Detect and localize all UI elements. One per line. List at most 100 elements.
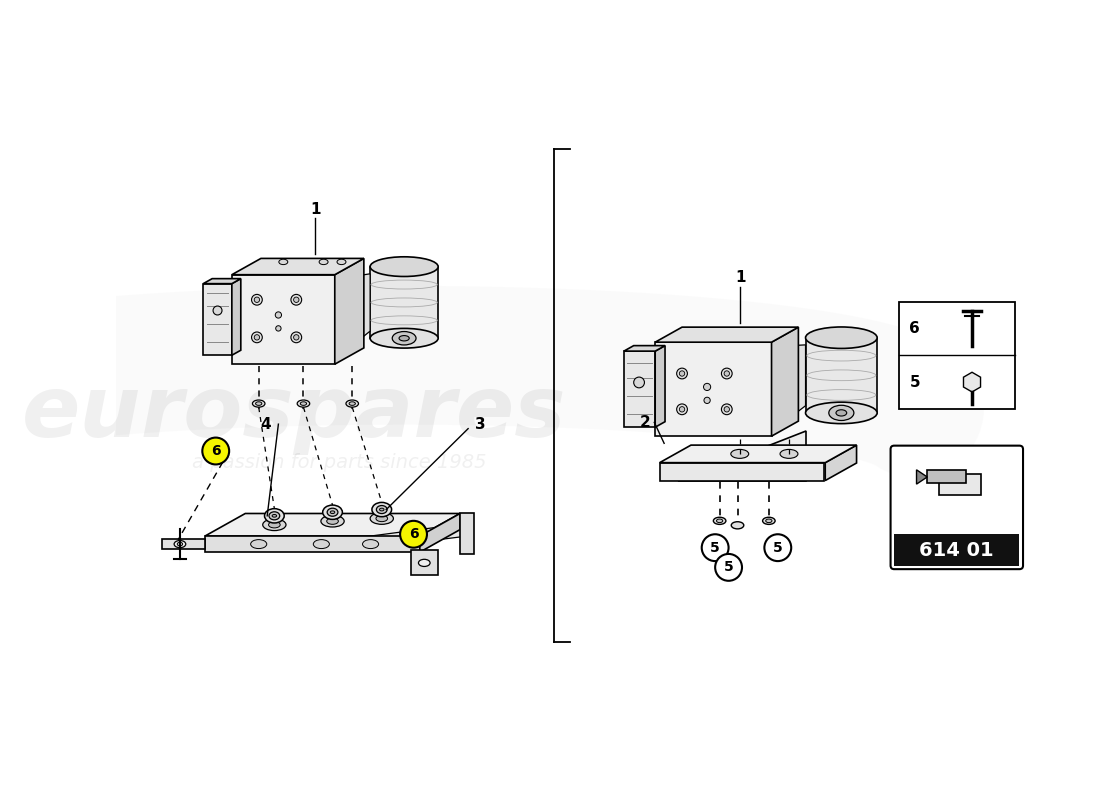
Bar [894, 534, 1020, 566]
Ellipse shape [272, 514, 276, 517]
Ellipse shape [762, 518, 776, 525]
Ellipse shape [177, 542, 183, 546]
Text: 1: 1 [735, 270, 746, 286]
Text: 6: 6 [211, 444, 221, 458]
Ellipse shape [327, 518, 339, 524]
Ellipse shape [370, 513, 394, 524]
Text: 5: 5 [910, 374, 920, 390]
Text: 6: 6 [409, 527, 418, 542]
Ellipse shape [714, 518, 726, 525]
Polygon shape [660, 462, 824, 481]
Polygon shape [660, 445, 857, 462]
Ellipse shape [780, 450, 798, 458]
Polygon shape [805, 338, 877, 413]
Ellipse shape [379, 508, 384, 511]
Ellipse shape [704, 383, 711, 390]
Ellipse shape [805, 327, 877, 349]
Polygon shape [927, 470, 966, 483]
Ellipse shape [363, 540, 378, 549]
Polygon shape [771, 345, 805, 432]
Ellipse shape [724, 406, 729, 412]
Ellipse shape [174, 541, 186, 548]
Polygon shape [624, 351, 656, 427]
Polygon shape [624, 346, 666, 351]
Ellipse shape [766, 519, 772, 522]
Ellipse shape [418, 559, 430, 566]
Polygon shape [204, 278, 241, 284]
Polygon shape [825, 445, 857, 481]
Ellipse shape [251, 540, 267, 549]
Ellipse shape [399, 335, 409, 341]
Polygon shape [678, 431, 806, 481]
Ellipse shape [724, 371, 729, 376]
Text: 614 01: 614 01 [920, 541, 994, 560]
Ellipse shape [276, 326, 282, 331]
Ellipse shape [676, 368, 688, 379]
Polygon shape [232, 274, 334, 364]
Ellipse shape [319, 259, 328, 265]
Ellipse shape [680, 406, 684, 412]
Polygon shape [656, 327, 799, 342]
Polygon shape [656, 342, 771, 436]
Ellipse shape [263, 519, 286, 530]
Ellipse shape [393, 331, 416, 345]
Ellipse shape [680, 371, 684, 376]
Polygon shape [964, 372, 980, 392]
Polygon shape [334, 258, 364, 364]
Polygon shape [353, 522, 473, 550]
Text: eurospares: eurospares [22, 372, 566, 455]
Ellipse shape [634, 377, 645, 388]
Text: 4: 4 [261, 417, 272, 432]
Ellipse shape [254, 297, 260, 302]
Text: 5: 5 [773, 541, 783, 554]
Ellipse shape [346, 400, 359, 407]
Polygon shape [460, 514, 473, 554]
Ellipse shape [322, 505, 342, 519]
Ellipse shape [254, 334, 260, 340]
Ellipse shape [278, 259, 288, 265]
Text: a passion for parts since 1985: a passion for parts since 1985 [192, 453, 486, 472]
Polygon shape [656, 346, 666, 427]
Polygon shape [916, 470, 927, 484]
Ellipse shape [268, 522, 280, 528]
Circle shape [400, 521, 427, 548]
Bar [899, 302, 1015, 409]
Ellipse shape [330, 511, 334, 514]
Polygon shape [771, 327, 799, 436]
Ellipse shape [730, 450, 749, 458]
Polygon shape [162, 538, 205, 550]
Ellipse shape [321, 515, 344, 527]
Ellipse shape [704, 398, 711, 403]
Ellipse shape [828, 406, 854, 421]
Polygon shape [204, 284, 232, 355]
Ellipse shape [252, 332, 262, 342]
Ellipse shape [370, 328, 438, 348]
Ellipse shape [722, 404, 733, 414]
Text: 6: 6 [910, 321, 920, 336]
Ellipse shape [676, 404, 688, 414]
Polygon shape [232, 278, 241, 355]
Polygon shape [334, 274, 370, 360]
Text: 2: 2 [640, 415, 651, 430]
Ellipse shape [264, 509, 284, 523]
Polygon shape [370, 266, 438, 338]
Circle shape [715, 554, 742, 581]
Ellipse shape [294, 334, 299, 340]
Ellipse shape [349, 402, 355, 406]
Ellipse shape [805, 402, 877, 424]
Ellipse shape [252, 294, 262, 305]
Polygon shape [205, 514, 460, 536]
Ellipse shape [213, 306, 222, 315]
Ellipse shape [314, 540, 329, 549]
Text: 5: 5 [724, 560, 734, 574]
Ellipse shape [300, 402, 307, 406]
Ellipse shape [376, 515, 387, 522]
Ellipse shape [836, 410, 847, 416]
Ellipse shape [290, 294, 301, 305]
Ellipse shape [722, 368, 733, 379]
Ellipse shape [327, 508, 338, 516]
Polygon shape [420, 514, 460, 552]
Ellipse shape [255, 402, 262, 406]
Ellipse shape [290, 332, 301, 342]
Ellipse shape [270, 512, 279, 520]
